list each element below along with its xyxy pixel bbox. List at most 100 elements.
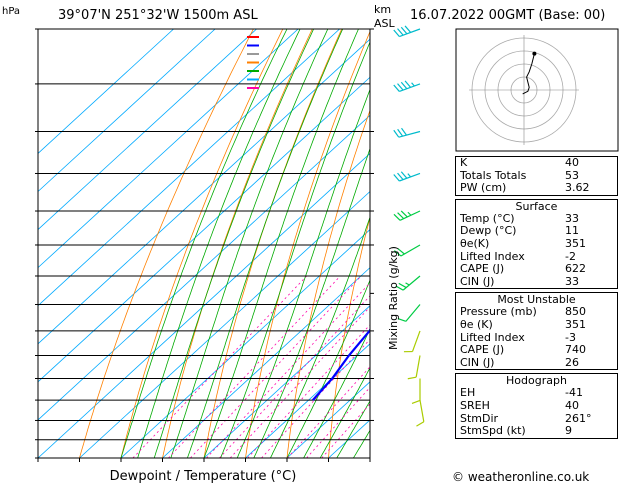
index-value: 33 — [565, 211, 579, 225]
wind-barb-flag — [393, 250, 402, 257]
wind-barb-flag — [404, 25, 412, 33]
dry-adiabat-line — [286, 109, 370, 458]
wind-barb — [395, 275, 421, 291]
surface-box: Surface Temp (°C) 33 Dewp (°C) 11 θe(K) 351 Lif… — [455, 198, 618, 290]
index-value: 850 — [565, 305, 586, 319]
index-row: Pressure (mb) 850 — [456, 306, 617, 319]
index-label: Pressure (mb) — [460, 305, 537, 319]
index-row: Dewp (°C) 11 — [456, 225, 617, 238]
index-value: 11 — [565, 224, 579, 238]
index-row: Temp (°C) 33 — [456, 211, 617, 226]
hodograph-indices-box: Hodograph EH -41 SREH 40 StmDir 261° StmSpd (kt… — [455, 373, 618, 439]
wet-adiabat-line — [336, 400, 370, 458]
mixing-ratio-line — [206, 282, 370, 458]
index-label: Totals Totals — [460, 168, 527, 182]
index-value: 40 — [565, 398, 579, 412]
index-label: θe (K) — [460, 317, 493, 331]
mixing-ratio-line — [229, 306, 370, 458]
index-label: SREH — [460, 398, 490, 412]
wind-barb-flag — [404, 80, 412, 88]
isotherm-line — [38, 114, 370, 421]
wet-adiabat-line — [253, 147, 370, 458]
profile-lines — [311, 328, 370, 401]
index-label: Dewp (°C) — [460, 224, 517, 238]
wind-barb — [393, 244, 421, 257]
index-row: Lifted Index -3 — [456, 330, 617, 345]
index-row: SREH 40 — [456, 398, 617, 413]
mixing-ratio-line — [219, 295, 370, 458]
wind-barb-staff — [405, 304, 421, 322]
height-axis — [370, 28, 374, 421]
index-label: CIN (J) — [460, 274, 495, 288]
wet-adiabat-line — [270, 216, 370, 458]
wind-barb-flag — [401, 127, 407, 136]
index-value: -2 — [565, 249, 576, 263]
index-value: 351 — [565, 317, 586, 331]
index-value: 33 — [565, 274, 579, 288]
plot-frame — [37, 28, 371, 459]
wind-barb-staff — [399, 172, 421, 182]
index-row: CIN (J) 33 — [456, 274, 617, 289]
index-label: K — [460, 156, 468, 169]
index-value: 9 — [565, 424, 572, 438]
index-label: PW (cm) — [460, 181, 507, 195]
index-label: StmDir — [460, 411, 499, 425]
mixing-ratio-line — [168, 275, 341, 458]
hodograph — [455, 28, 619, 152]
legend — [247, 36, 259, 89]
wind-barb-flag — [397, 83, 404, 91]
dry-adiabat-line — [162, 29, 313, 458]
wind-barb-flag — [416, 421, 425, 427]
index-row: PW (cm) 3.62 — [456, 182, 617, 195]
index-label: θe(K) — [460, 236, 490, 250]
index-label: CAPE (J) — [460, 262, 505, 276]
index-label: StmSpd (kt) — [460, 424, 526, 438]
index-label: CAPE (J) — [460, 343, 505, 357]
index-label: Lifted Index — [460, 330, 525, 344]
wind-barb-flag — [397, 172, 404, 181]
isotherm-line — [120, 229, 370, 458]
km-label: km — [374, 3, 392, 16]
wind-barb-staff — [399, 28, 421, 38]
isotherm-line — [245, 343, 370, 458]
index-label: EH — [460, 386, 476, 400]
wind-barb-half-flag — [407, 211, 412, 216]
index-value: 3.62 — [565, 181, 590, 195]
isotherm-line — [38, 29, 216, 193]
section-title: Most Unstable — [497, 293, 576, 307]
wet-adiabat-line — [170, 29, 329, 458]
credit: © weatheronline.co.uk — [452, 470, 590, 484]
wind-barb-flag — [397, 248, 405, 255]
index-label: CIN (J) — [460, 355, 495, 369]
index-label: Temp (°C) — [460, 211, 515, 225]
wind-barb — [393, 127, 421, 138]
index-value: 622 — [565, 262, 586, 276]
isotherm-line — [203, 305, 370, 458]
index-value: 740 — [565, 343, 586, 357]
background-lines — [38, 29, 370, 458]
wind-barb-half-flag — [405, 282, 410, 286]
dry-adiabat-line — [328, 216, 370, 458]
indices-top-box: K 40 Totals Totals 53 PW (cm) 3.62 — [455, 156, 618, 196]
isotherm-line — [38, 76, 370, 383]
wind-barb-flag — [400, 210, 408, 218]
wind-barb-staff — [411, 330, 421, 352]
index-value: -41 — [565, 386, 583, 400]
indices-panel: K 40 Totals Totals 53 PW (cm) 3.62 Surface Tem… — [455, 156, 618, 466]
wind-barb-flag — [397, 212, 405, 220]
index-row: StmSpd (kt) 9 — [456, 424, 617, 438]
wind-barb-half-flag — [407, 173, 412, 178]
wind-barb-flag — [393, 213, 401, 221]
wet-adiabat-line — [137, 29, 301, 458]
wet-adiabat-line — [319, 367, 370, 458]
wind-barb — [393, 210, 421, 221]
index-row: K 40 — [456, 156, 617, 170]
wind-barb-staff — [400, 244, 421, 257]
isotherm-line — [38, 38, 370, 345]
wind-barb-staff — [419, 399, 425, 422]
wind-barb — [397, 304, 421, 322]
temperature-axis — [37, 458, 371, 462]
wind-barb-flag — [397, 28, 404, 36]
datetime-title: 16.07.2022 00GMT (Base: 00) — [410, 8, 606, 23]
x-axis-label: Dewpoint / Temperature (°C) — [110, 469, 297, 484]
